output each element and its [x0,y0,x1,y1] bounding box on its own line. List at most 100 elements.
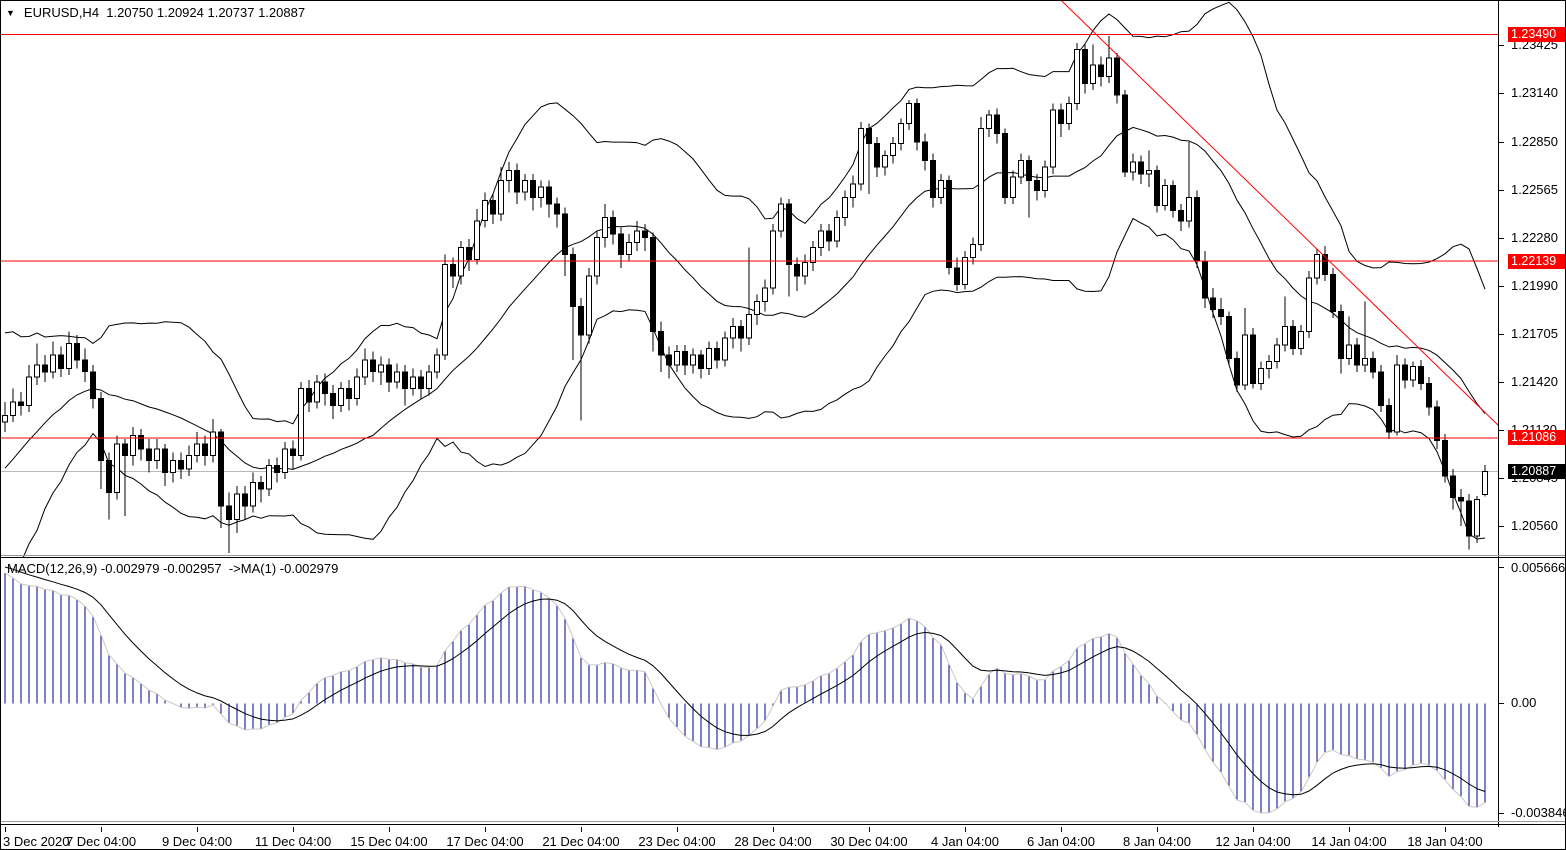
candle-body [298,388,304,457]
price-axis-tick [1499,190,1504,191]
candle-body [1186,196,1192,222]
candle-body [666,354,672,366]
candle-body [1026,159,1032,181]
candle-body [1058,109,1064,124]
candle-body [1274,344,1280,363]
candle-body [1002,133,1008,198]
price-level-badge: 1.22139 [1508,254,1565,269]
macd-splitter[interactable] [1,821,1565,822]
candle-body [498,180,504,215]
candle-body [674,351,680,366]
time-tick-label: 17 Dec 04:00 [446,834,524,849]
time-axis-tick [101,827,102,832]
candle-body [1402,364,1408,381]
price-level-badge: 1.21086 [1508,430,1565,445]
candle-body [770,230,776,289]
candle-body [1106,57,1112,77]
candle-body [1434,406,1440,442]
time-tick-label: 7 Dec 04:00 [65,834,137,849]
candle-body [1130,161,1136,173]
candle-body [386,364,392,383]
candle-body [714,347,720,361]
candle-body [906,102,912,124]
price-axis-tick [1499,142,1504,143]
candle-body [938,180,944,198]
price-axis[interactable]: 1.23425 1.23140 1.22850 1.22565 1.22280 1.219… [1498,1,1565,827]
candle-body [58,354,64,369]
price-level-badge: 1.23490 [1508,27,1565,42]
candle-body [1090,64,1096,84]
time-axis[interactable]: 3 Dec 2020 7 Dec 04:00 9 Dec 04:00 11 Dec 0… [1,827,1565,849]
candle-body [330,393,336,406]
candle-body [1242,334,1248,386]
candle-body [1082,49,1088,84]
candle-body [466,247,472,260]
macd-axis-tick [1499,567,1504,568]
candle-body [1370,357,1376,373]
candle-body [626,242,632,255]
panel-splitter[interactable] [1,555,1565,556]
main-chart-panel[interactable] [1,1,1498,558]
candle-body [218,431,224,507]
candle-body [738,326,744,339]
candle-body [554,203,560,215]
macd-histogram [4,572,1486,813]
candle-body [1458,497,1464,502]
candle-body [26,376,32,406]
time-axis-tick [773,827,774,832]
candle-body [66,342,72,369]
candle-body [450,263,456,277]
candle-body [418,376,424,389]
price-axis-tick [1499,478,1504,479]
symbol-marker-icon: ▼ [6,8,15,18]
macd-axis-tick [1499,703,1504,704]
candle-body [1210,297,1216,311]
candle-body [634,230,640,244]
candle-body [242,493,248,507]
candle-body [474,220,480,260]
candle-body [146,448,152,462]
candle-body [42,364,48,373]
candle-body [18,401,24,406]
candle-body [1378,371,1384,406]
time-axis-tick [389,827,390,832]
macd-panel[interactable] [1,559,1498,826]
candle-body [226,505,232,520]
candle-body [370,359,376,373]
candle-body [1138,161,1144,175]
candle-body [794,263,800,277]
candle-body [594,237,600,277]
candle-body [522,180,528,193]
time-tick-label: 12 Jan 04:00 [1215,834,1291,849]
price-axis-tick [1499,286,1504,287]
candle-body [850,183,856,198]
price-tick-label: 1.22565 [1511,182,1558,197]
time-axis-tick [5,827,6,832]
candle-body [402,371,408,390]
candles-layer [2,36,1488,553]
time-tick-label: 11 Dec 04:00 [254,834,332,849]
price-axis-tick [1499,334,1504,335]
candle-body [730,326,736,339]
candle-body [178,460,184,470]
candle-body [1418,366,1424,385]
candle-body [1178,210,1184,222]
candle-body [690,354,696,366]
descending-trendline[interactable] [1061,1,1498,429]
candle-body [978,128,984,245]
candle-body [866,128,872,145]
candle-body [282,448,288,473]
candle-body [1482,470,1488,495]
candle-body [322,381,328,394]
candle-body [1266,361,1272,369]
candle-body [986,114,992,129]
candle-body [1306,277,1312,332]
price-tick-label: 1.22850 [1511,134,1558,149]
candle-body [1474,498,1480,537]
candle-body [682,351,688,366]
candle-body [506,169,512,181]
candle-body [962,257,968,286]
chart-title-text: EURUSD,H4 1.20750 1.20924 1.20737 1.2088… [23,5,306,20]
candle-body [1410,366,1416,381]
candle-body [834,216,840,242]
